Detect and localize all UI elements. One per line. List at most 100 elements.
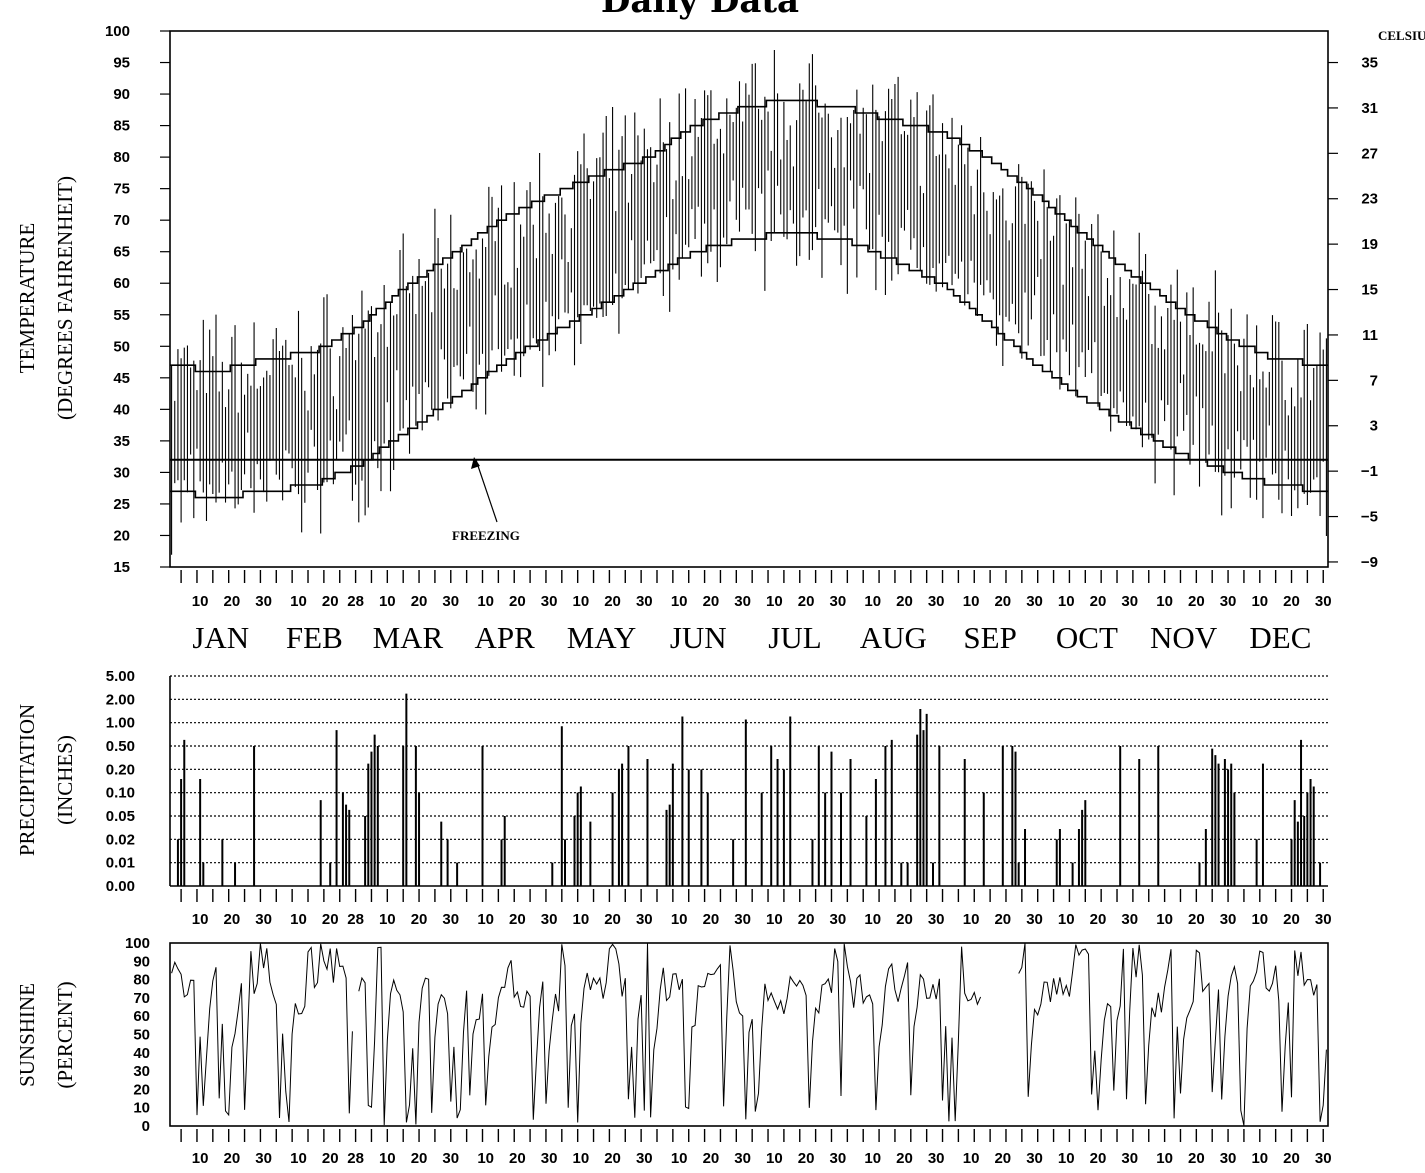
precipitation-day-tick-label: 10 [1058,911,1075,928]
sunshine-day-tick-label: 30 [734,1150,751,1167]
temperature-plot-frame [169,30,1329,568]
normal-low-line [170,232,1328,499]
sunshine-day-tick-label: 10 [290,1150,307,1167]
temperature-y-tick-label: 20 [113,527,130,544]
temperature-day-tick-label: 10 [290,593,307,610]
month-label-mar: MAR [373,620,444,655]
sunshine-y-tick-label: 30 [133,1063,150,1080]
temperature-y-tick-label: 55 [113,307,130,324]
month-label-apr: APR [475,620,536,655]
sunshine-y-tick-label: 0 [142,1118,150,1135]
temperature-day-tick-label: 10 [671,593,688,610]
precipitation-y-tick-label: 0.00 [106,878,135,895]
precipitation-day-tick-label: 30 [734,911,751,928]
sunshine-day-tick-label: 10 [477,1150,494,1167]
precipitation-day-tick-label: 30 [442,911,459,928]
temperature-y-tick-label: 70 [113,212,130,229]
sunshine-y-tick-label: 80 [133,972,150,989]
sunshine-day-tick-label: 20 [322,1150,339,1167]
temperature-y-tick-label: 40 [113,401,130,418]
precipitation-y-tick-label: 0.10 [106,785,135,802]
temperature-day-tick-label: 30 [636,593,653,610]
precipitation-y-tick-label: 0.50 [106,738,135,755]
temperature-y-tick-label: 45 [113,370,130,387]
sunshine-day-tick-label: 30 [829,1150,846,1167]
temperature-y-tick-label: 50 [113,338,130,355]
temperature-y-tick-label: 60 [113,275,130,292]
celsius-tick-label: 19 [1361,236,1378,253]
temperature-day-tick-label: 20 [322,593,339,610]
precipitation-day-tick-label: 30 [541,911,558,928]
temperature-day-tick-label: 30 [541,593,558,610]
sunshine-day-tick-label: 20 [1283,1150,1300,1167]
sunshine-day-tick-label: 20 [604,1150,621,1167]
celsius-tick-label: 7 [1370,372,1378,389]
celsius-tick-label: −9 [1361,554,1378,571]
precipitation-day-tick-label: 10 [766,911,783,928]
temperature-day-tick-label: 30 [928,593,945,610]
temperature-day-tick-label: 20 [604,593,621,610]
precipitation-day-tick-label: 30 [1220,911,1237,928]
temperature-day-tick-label: 30 [1220,593,1237,610]
precipitation-day-tick-label: 10 [290,911,307,928]
sunshine-day-tick-label: 10 [963,1150,980,1167]
month-label-may: MAY [567,620,637,655]
sunshine-day-tick-label: 20 [994,1150,1011,1167]
sunshine-line [358,943,982,1126]
sunshine-y-tick-label: 60 [133,1008,150,1025]
sunshine-day-tick-label: 28 [347,1150,364,1167]
sunshine-y-tick-label: 20 [133,1081,150,1098]
temperature-y-tick-label: 65 [113,244,130,261]
sunshine-plot-frame [169,942,1329,1127]
sunshine-day-tick-label: 10 [766,1150,783,1167]
sunshine-day-tick-label: 10 [192,1150,209,1167]
month-label-nov: NOV [1150,620,1218,655]
temperature-y-tick-label: 30 [113,464,130,481]
sunshine-day-tick-label: 30 [1026,1150,1043,1167]
precipitation-day-tick-label: 20 [1090,911,1107,928]
temperature-day-tick-label: 10 [1251,593,1268,610]
month-label-jul: JUL [768,620,821,655]
temperature-day-tick-label: 10 [192,593,209,610]
sunshine-day-tick-label: 20 [1090,1150,1107,1167]
sunshine-day-tick-label: 10 [671,1150,688,1167]
temperature-day-tick-label: 20 [1090,593,1107,610]
sunshine-day-tick-label: 10 [379,1150,396,1167]
celsius-tick-label: 11 [1362,327,1378,344]
precipitation-day-tick-label: 10 [192,911,209,928]
celsius-tick-label: −1 [1361,463,1378,480]
celsius-tick-label: 23 [1361,191,1378,208]
temperature-day-tick-label: 20 [1188,593,1205,610]
month-label-aug: AUG [860,620,927,655]
sunshine-line [1018,943,1327,1126]
month-label-oct: OCT [1056,620,1118,655]
temperature-y-tick-label: 80 [113,149,130,166]
temperature-day-tick-label: 20 [798,593,815,610]
sunshine-y-tick-label: 10 [133,1100,150,1117]
temperature-day-tick-label: 10 [1058,593,1075,610]
temperature-y-tick-label: 85 [113,118,130,135]
precipitation-day-tick-label: 28 [347,911,364,928]
precipitation-day-tick-label: 30 [636,911,653,928]
precipitation-day-tick-label: 20 [896,911,913,928]
temperature-day-tick-label: 20 [703,593,720,610]
precipitation-day-tick-label: 20 [703,911,720,928]
precipitation-y-tick-label: 0.05 [106,808,135,825]
temperature-day-tick-label: 30 [829,593,846,610]
temperature-y-tick-label: 100 [105,23,130,40]
precipitation-day-tick-label: 20 [1188,911,1205,928]
temperature-y-tick-label: 15 [113,559,130,576]
month-label-sep: SEP [963,620,1016,655]
temperature-axis-label: TEMPERATURE [15,223,39,374]
sunshine-day-tick-label: 30 [1220,1150,1237,1167]
temperature-y-tick-label: 95 [113,55,130,72]
precipitation-day-tick-label: 20 [322,911,339,928]
temperature-day-tick-label: 30 [1026,593,1043,610]
precipitation-axis-sublabel: (INCHES) [53,735,77,825]
precipitation-day-tick-label: 30 [1315,911,1332,928]
normal-high-line [170,99,1328,373]
sunshine-y-tick-label: 40 [133,1045,150,1062]
precipitation-day-tick-label: 20 [994,911,1011,928]
sunshine-axis-label: SUNSHINE [15,983,39,1087]
